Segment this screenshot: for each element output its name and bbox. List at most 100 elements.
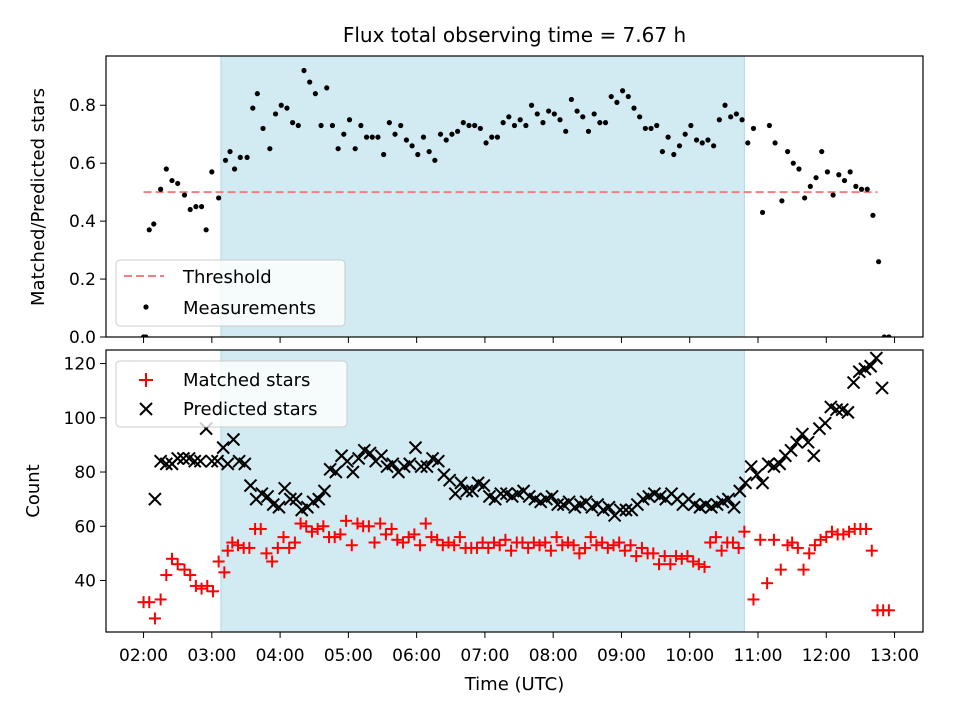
matched-star-point bbox=[814, 533, 827, 546]
predicted-star-point bbox=[863, 359, 878, 373]
measurement-point bbox=[198, 204, 205, 210]
matched-star-point bbox=[442, 536, 455, 549]
matched-star-point bbox=[221, 544, 234, 557]
predicted-star-point bbox=[772, 457, 787, 471]
matched-star-point bbox=[266, 555, 279, 568]
matched-star-point bbox=[419, 517, 432, 530]
top-legend-box bbox=[115, 259, 346, 327]
measurement-point bbox=[267, 146, 273, 152]
measurement-point bbox=[876, 259, 882, 265]
bottom-y-tick-label: 40 bbox=[74, 571, 96, 591]
top-legend: Threshold Measurements bbox=[115, 259, 346, 327]
predicted-star-point bbox=[221, 457, 235, 471]
measurement-point bbox=[858, 186, 865, 192]
measurement-point bbox=[886, 334, 892, 337]
matched-star-point bbox=[761, 577, 774, 590]
matched-star-point bbox=[488, 536, 501, 549]
measurement-point bbox=[802, 195, 808, 201]
matched-star-point bbox=[476, 536, 489, 549]
bottom-axes-frame bbox=[105, 349, 924, 633]
bottom-x-axis: 02:00 03:00 04:00 05:00 06:00 07:00 08:00 09:00… bbox=[119, 632, 919, 666]
matched-star-point bbox=[596, 536, 609, 549]
matched-star-point bbox=[601, 541, 614, 554]
measurement-point bbox=[278, 102, 284, 108]
matched-star-point bbox=[431, 533, 444, 546]
predicted-star-point bbox=[188, 454, 202, 468]
matched-star-point bbox=[556, 539, 569, 552]
predicted-star-point bbox=[619, 503, 633, 517]
measurement-point bbox=[836, 172, 842, 178]
predicted-star-point bbox=[340, 454, 354, 468]
measurement-point bbox=[779, 198, 785, 204]
measurement-point bbox=[398, 122, 404, 129]
matched-star-point bbox=[550, 531, 563, 544]
matched-star-point bbox=[820, 531, 833, 544]
predicted-star-point bbox=[727, 500, 741, 514]
matched-star-point bbox=[837, 528, 850, 541]
bottom-x-tick-label: 04:00 bbox=[256, 646, 305, 666]
matched-star-point bbox=[747, 593, 760, 606]
measurement-point bbox=[665, 134, 671, 140]
matched-star-point bbox=[527, 536, 540, 549]
matched-star-point bbox=[277, 531, 290, 544]
measurement-point bbox=[517, 117, 523, 123]
matched-star-point bbox=[143, 596, 156, 609]
matched-star-point bbox=[681, 550, 694, 563]
matched-star-point bbox=[231, 539, 244, 552]
matched-star-point bbox=[533, 539, 546, 552]
matched-star-point bbox=[567, 539, 580, 552]
measurement-point bbox=[477, 125, 483, 132]
measurement-point bbox=[466, 122, 472, 129]
measurement-point bbox=[146, 227, 152, 233]
measurement-point bbox=[619, 88, 626, 94]
measurement-point bbox=[534, 111, 540, 117]
predicted-star-points bbox=[148, 351, 889, 523]
measurement-point bbox=[608, 93, 614, 100]
predicted-star-point bbox=[414, 459, 428, 474]
measurement-point bbox=[766, 122, 772, 129]
measurement-point bbox=[819, 148, 825, 155]
measurement-point bbox=[335, 146, 341, 152]
measurement-point bbox=[841, 177, 848, 184]
predicted-star-point bbox=[408, 440, 423, 455]
bottom-legend-box bbox=[115, 360, 348, 428]
predicted-star-point bbox=[170, 451, 185, 466]
matched-star-point bbox=[288, 536, 301, 549]
predicted-star-point bbox=[545, 489, 559, 504]
matched-star-point bbox=[658, 550, 671, 563]
matched-star-point bbox=[402, 531, 415, 544]
matched-star-point bbox=[882, 604, 895, 617]
predicted-star-point bbox=[738, 476, 753, 490]
measurement-point bbox=[654, 122, 660, 129]
measurement-point bbox=[671, 151, 677, 158]
measurement-point bbox=[574, 108, 580, 114]
matched-star-point bbox=[791, 541, 804, 554]
matched-star-point bbox=[825, 525, 838, 538]
matched-star-point bbox=[317, 520, 330, 533]
matched-star-point bbox=[345, 539, 358, 552]
matched-star-point bbox=[148, 612, 161, 625]
matched-star-point bbox=[396, 536, 409, 549]
measurement-point bbox=[807, 183, 813, 189]
matched-star-point bbox=[482, 541, 495, 554]
matched-star-point bbox=[351, 517, 364, 530]
bottom-x-tick-label: 13:00 bbox=[870, 646, 919, 666]
matched-star-point bbox=[522, 541, 535, 554]
bottom-legend: Matched stars Predicted stars bbox=[115, 360, 348, 428]
bottom-y-axis: 40 60 80 100 120 bbox=[64, 355, 106, 591]
matched-star-point bbox=[243, 541, 256, 554]
measurement-point bbox=[392, 131, 398, 137]
matched-star-point bbox=[732, 541, 745, 554]
matched-star-point bbox=[843, 525, 856, 538]
matched-star-point bbox=[613, 536, 626, 549]
measurement-point bbox=[363, 134, 370, 140]
predicted-star-point bbox=[750, 468, 764, 482]
bottom-x-tick-label: 09:00 bbox=[597, 646, 646, 666]
matched-star-point bbox=[493, 539, 506, 552]
matched-star-point bbox=[408, 528, 421, 541]
measurement-point bbox=[158, 186, 164, 192]
legend-threshold-label: Threshold bbox=[182, 267, 272, 288]
predicted-star-point bbox=[841, 405, 855, 420]
matched-star-point bbox=[178, 563, 191, 576]
measurement-point bbox=[585, 128, 592, 134]
